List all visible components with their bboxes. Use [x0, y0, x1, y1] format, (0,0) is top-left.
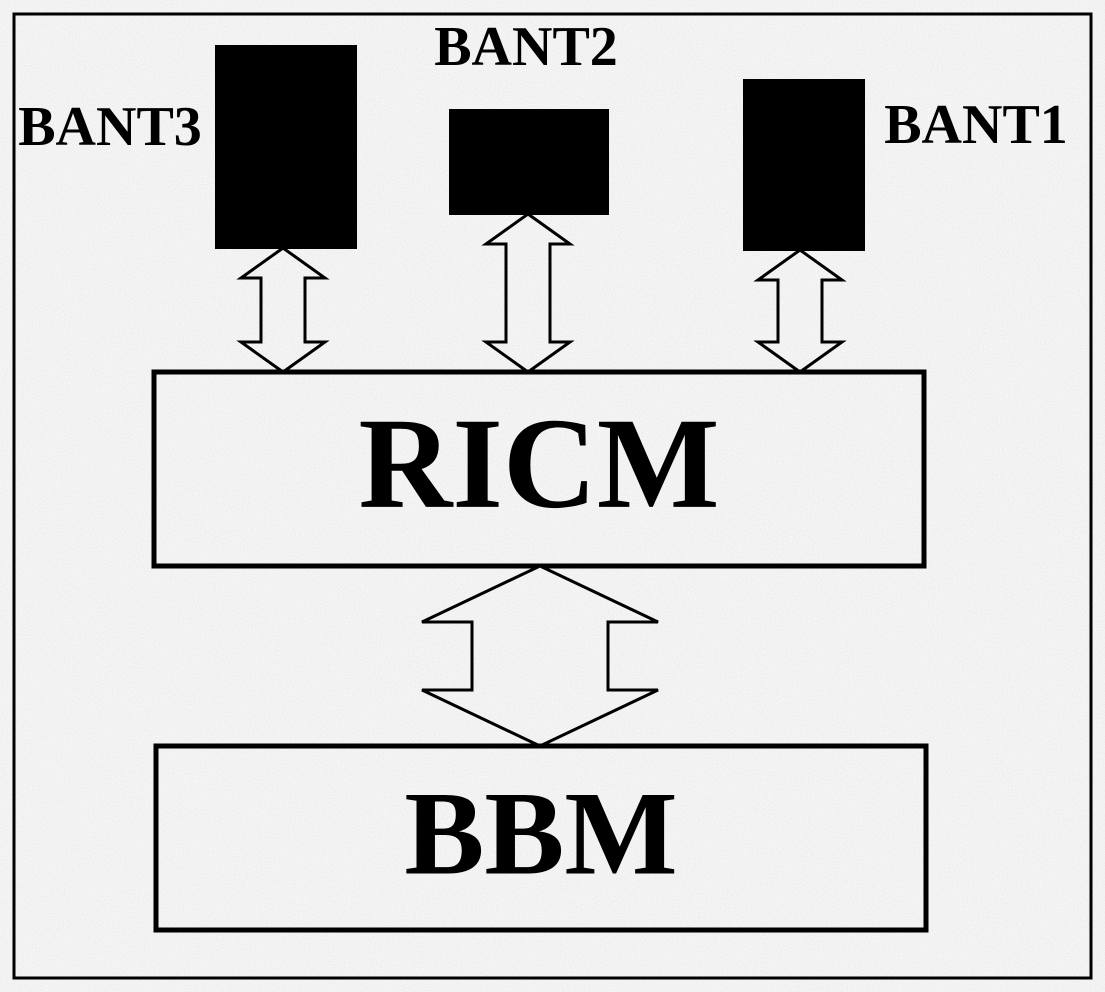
- ricm-label: RICM: [358, 392, 719, 536]
- bant3-label: BANT3: [18, 96, 202, 158]
- bant1-label: BANT1: [884, 94, 1068, 156]
- bant1-block: [744, 80, 864, 250]
- bant3-block: [216, 46, 356, 248]
- bant2-label: BANT2: [434, 16, 618, 78]
- bbm-label: BBM: [404, 767, 677, 900]
- bant2-block: [450, 110, 608, 214]
